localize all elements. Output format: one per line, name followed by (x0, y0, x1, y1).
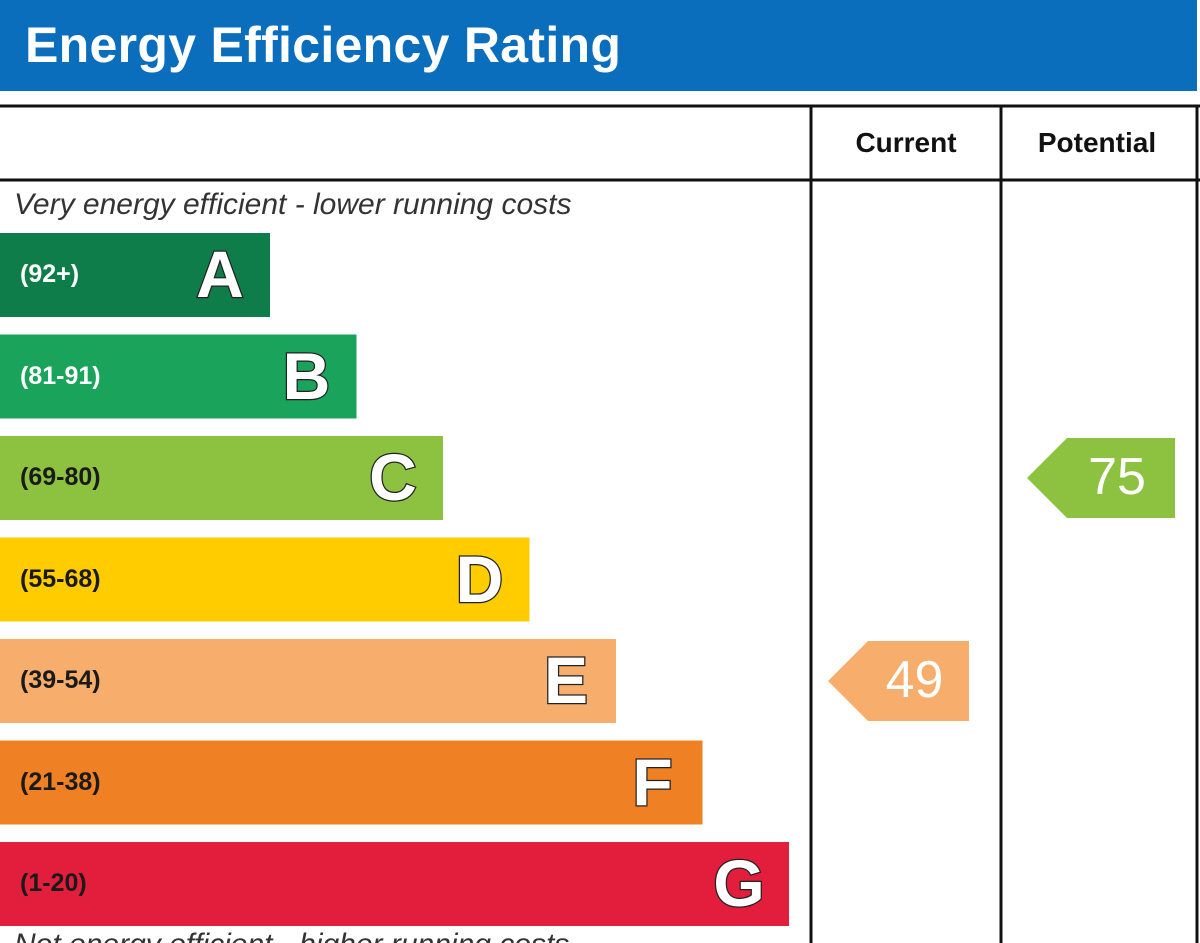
band-letter-g: G (712, 845, 766, 922)
band-letter-c: C (368, 439, 418, 516)
band-letter-a: A (195, 236, 245, 313)
bottom-caption: Not energy efficient - higher running co… (14, 928, 569, 943)
potential-rating-arrow (1027, 438, 1175, 518)
band-letter-d: D (454, 540, 504, 617)
band-range-a: (92+) (20, 260, 80, 288)
current-rating-arrow (828, 641, 969, 721)
chart-title: Energy Efficiency Rating (25, 17, 622, 73)
band-range-d: (55-68) (20, 564, 101, 593)
current-column-header: Current (855, 127, 957, 158)
band-range-f: (21-38) (20, 767, 101, 796)
band-letter-e: E (543, 642, 590, 719)
band-range-b: (81-91) (20, 361, 101, 390)
band-range-g: (1-20) (20, 869, 87, 897)
band-bar-e (0, 639, 616, 723)
potential-rating-value: 75 (1088, 448, 1146, 506)
potential-column-header: Potential (1037, 127, 1157, 158)
band-letter-f: F (631, 743, 674, 820)
top-caption: Very energy efficient - lower running co… (14, 188, 572, 221)
band-bar-f (0, 740, 703, 825)
band-range-e: (39-54) (20, 666, 101, 694)
band-bar-d (0, 537, 530, 622)
title-bar: Energy Efficiency Rating (0, 0, 1197, 91)
band-letter-b: B (281, 337, 331, 414)
current-rating-value: 49 (885, 651, 944, 709)
band-bar-b (0, 334, 357, 419)
band-range-c: (69-80) (20, 463, 101, 491)
band-bar-g (0, 842, 789, 926)
band-bar-a (0, 233, 270, 317)
band-bar-c (0, 436, 443, 520)
